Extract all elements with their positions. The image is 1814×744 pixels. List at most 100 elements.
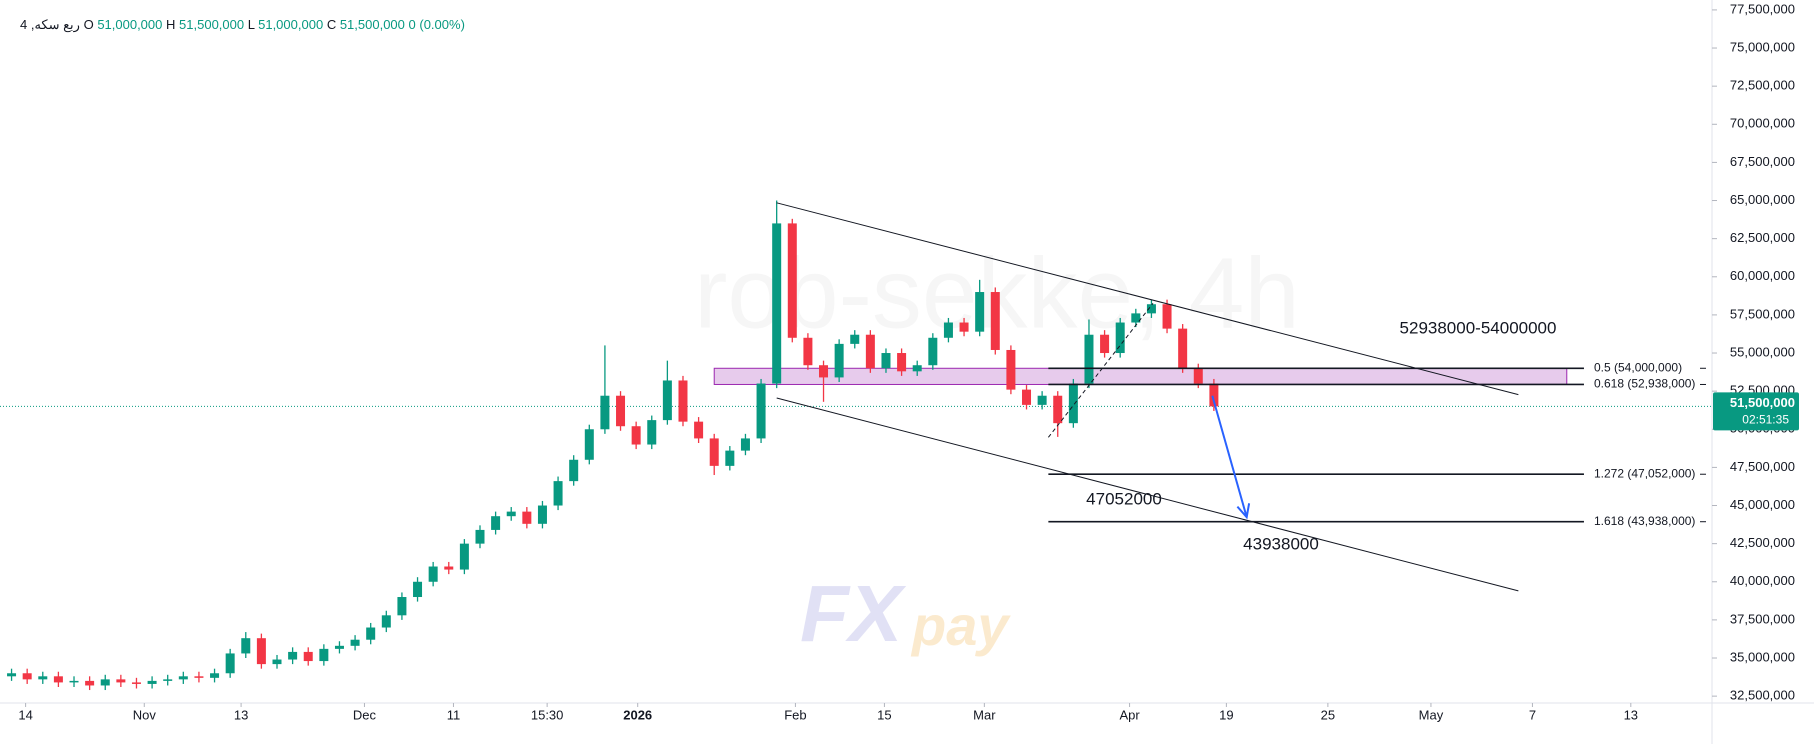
fib-label: 1.618 (43,938,000) [1594, 514, 1695, 528]
candle-body [662, 380, 672, 421]
candle-body [616, 395, 626, 427]
ohlc-value: 51,000,000 [97, 17, 162, 32]
y-tick-label: 72,500,000 [1730, 78, 1795, 93]
ohlc-value: 51,500,000 [340, 17, 405, 32]
x-tick-label: 7 [1529, 707, 1536, 722]
candle-body [912, 365, 922, 372]
candle-body [459, 543, 469, 570]
annotation: 52938000-54000000 [1400, 318, 1557, 337]
x-tick-label: 25 [1321, 707, 1335, 722]
candle-body [943, 322, 953, 338]
last-price-label: 51,500,000 [1730, 395, 1795, 410]
candle-body [225, 653, 235, 674]
candle-body [1146, 304, 1156, 314]
x-tick-label: 19 [1219, 707, 1233, 722]
candle-body [1162, 304, 1172, 329]
x-tick-label: Feb [784, 707, 806, 722]
trendline [776, 202, 1519, 396]
x-tick-label: Mar [973, 707, 996, 722]
candle-body [694, 421, 704, 439]
logo-fx: FX [800, 569, 907, 658]
candle-body [787, 223, 797, 338]
change: 0 (0.00%) [409, 17, 465, 32]
candle-body [397, 597, 407, 616]
candle-body [819, 365, 829, 378]
x-tick-label: Nov [133, 707, 157, 722]
countdown: 02:51:35 [1742, 413, 1789, 427]
y-tick-label: 60,000,000 [1730, 268, 1795, 283]
candle-body [522, 511, 532, 524]
candle-body [444, 566, 454, 570]
candle-body [1193, 368, 1203, 384]
x-tick-label: 13 [1624, 707, 1638, 722]
annotation: 47052000 [1086, 489, 1162, 508]
x-tick-label: 11 [447, 707, 461, 722]
ohlc-value: 51,000,000 [258, 17, 323, 32]
y-tick-label: 75,000,000 [1730, 39, 1795, 54]
logo: FX pay [800, 569, 1011, 658]
x-tick-label: May [1419, 707, 1444, 722]
ohlc-label: O [84, 17, 94, 32]
x-tick-label: 15:30 [531, 707, 564, 722]
candle-body [506, 511, 516, 517]
last-price-box [1713, 392, 1799, 431]
annotation: 43938000 [1243, 534, 1319, 553]
x-tick-label: Dec [353, 707, 377, 722]
fib-label: 0.618 (52,938,000) [1594, 377, 1695, 391]
candle-body [85, 680, 95, 686]
y-tick-label: 32,500,000 [1730, 688, 1795, 703]
candle-body [975, 292, 985, 332]
ohlc-label: C [327, 17, 336, 32]
y-tick-label: 47,500,000 [1730, 459, 1795, 474]
trendline [776, 397, 1519, 592]
candle-body [897, 353, 907, 372]
candle-body [1053, 395, 1063, 424]
candle-body [553, 481, 563, 506]
candle-body [834, 343, 844, 378]
candle-body [803, 337, 813, 366]
candle-body [116, 679, 126, 683]
candle-body [1068, 383, 1078, 424]
y-tick-label: 42,500,000 [1730, 535, 1795, 550]
candle-body [709, 438, 719, 466]
y-tick-label: 57,500,000 [1730, 306, 1795, 321]
candle-body [131, 682, 141, 684]
candle-body [241, 638, 251, 654]
fib-label: 1.272 (47,052,000) [1594, 466, 1695, 480]
y-tick-label: 45,000,000 [1730, 497, 1795, 512]
candle-body [1084, 334, 1094, 384]
candle-body [491, 516, 501, 530]
arrow-head [1236, 503, 1251, 520]
candle-body [1022, 389, 1032, 405]
candle-body [600, 395, 610, 430]
candle-body [865, 334, 875, 369]
candle-body [850, 334, 860, 344]
candle-body [163, 679, 173, 681]
candle-body [428, 566, 438, 582]
header-text: ربع سکه, 4 O 51,000,000 H 51,500,000 L 5… [20, 17, 465, 33]
candle-body [147, 680, 157, 684]
candle-body [1100, 334, 1110, 354]
candle-body [1209, 383, 1219, 407]
y-tick-label: 62,500,000 [1730, 230, 1795, 245]
x-tick-label: 14 [18, 707, 32, 722]
header: ربع سکه, 4 O 51,000,000 H 51,500,000 L 5… [20, 17, 465, 33]
candle-body [537, 505, 547, 524]
logo-pay: pay [910, 594, 1011, 657]
candle-body [647, 420, 657, 445]
candle-body [569, 459, 579, 482]
y-tick-label: 40,000,000 [1730, 573, 1795, 588]
candle-body [272, 659, 282, 665]
candle-body [413, 581, 423, 598]
y-tick-label: 35,000,000 [1730, 649, 1795, 664]
candle-body [1131, 313, 1141, 323]
ohlc-label: H [166, 17, 175, 32]
y-tick-label: 37,500,000 [1730, 611, 1795, 626]
candle-body [772, 223, 782, 384]
candle-body [334, 645, 344, 649]
x-tick-label: 13 [234, 707, 248, 722]
candle-body [740, 438, 750, 451]
candle-body [1115, 322, 1125, 354]
y-tick-label: 67,500,000 [1730, 154, 1795, 169]
candle-body [38, 676, 48, 680]
